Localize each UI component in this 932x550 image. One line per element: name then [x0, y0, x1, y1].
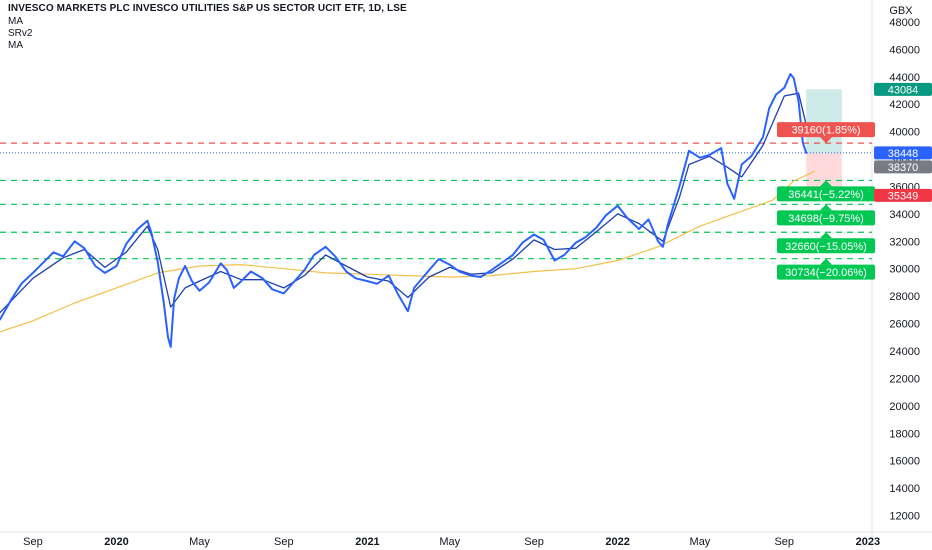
target-zone — [806, 89, 842, 153]
x-tick-label: 2021 — [355, 536, 379, 548]
y-tick-label: 32000 — [889, 236, 920, 248]
ma-short-line — [0, 92, 807, 314]
y-tick-label: 44000 — [889, 72, 920, 84]
price-tag-text: 38370 — [888, 162, 919, 174]
label-arrow-down — [820, 137, 832, 144]
x-tick-label: 2020 — [104, 536, 128, 548]
level-label: 32660(−15.05%) — [777, 232, 875, 254]
ma-long-line — [0, 170, 815, 333]
y-tick-label: 14000 — [889, 483, 920, 495]
price-tag-text: 43084 — [888, 84, 919, 96]
price-tag-text: 35349 — [888, 190, 919, 202]
level-label-text: 34698(−9.75%) — [788, 213, 864, 225]
level-label: 36441(−5.22%) — [777, 180, 875, 202]
x-tick-label: 2023 — [856, 536, 880, 548]
level-label-box — [777, 264, 875, 280]
x-tick-label: May — [690, 536, 711, 548]
x-tick-label: May — [189, 536, 210, 548]
level-label-text: 39160(1.85%) — [791, 125, 860, 137]
level-label-text: 32660(−15.05%) — [785, 241, 867, 253]
y-tick-label: 42000 — [889, 99, 920, 111]
price-tag-box — [874, 188, 932, 202]
indicator-label-ma-1[interactable]: MA — [8, 16, 23, 27]
x-tick-label: Sep — [524, 536, 544, 548]
y-tick-label: 34000 — [889, 209, 920, 221]
price-line — [0, 73, 808, 348]
level-label: 39160(1.85%) — [777, 122, 875, 144]
y-tick-label: 48000 — [889, 17, 920, 29]
x-tick-label: May — [439, 536, 460, 548]
y-tick-label: 22000 — [889, 373, 920, 385]
price-tag-box — [874, 160, 932, 174]
price-tag-text: 38448 — [888, 148, 919, 160]
level-label-box — [777, 186, 875, 202]
x-tick-label: 2022 — [605, 536, 629, 548]
label-arrow-up — [820, 258, 832, 265]
x-tick-label: Sep — [774, 536, 794, 548]
y-tick-label: 12000 — [889, 511, 920, 523]
y-tick-label: 24000 — [889, 346, 920, 358]
y-tick-label: 20000 — [889, 401, 920, 413]
price-tag-box — [874, 82, 932, 96]
currency-label: GBX — [889, 5, 913, 17]
y-tick-label: 28000 — [889, 291, 920, 303]
price-tag: 38370 — [874, 160, 932, 174]
y-tick-label: 16000 — [889, 456, 920, 468]
chart-title: INVESCO MARKETS PLC INVESCO UTILITIES S&… — [8, 3, 407, 14]
level-label-box — [777, 210, 875, 226]
x-tick-label: Sep — [274, 536, 294, 548]
level-label-box — [777, 238, 875, 254]
y-tick-label: 40000 — [889, 127, 920, 139]
label-arrow-up — [820, 180, 832, 187]
level-label-text: 30734(−20.06%) — [785, 267, 867, 279]
indicator-label-srv2[interactable]: SRv2 — [8, 28, 33, 39]
level-label-text: 36441(−5.22%) — [788, 189, 864, 201]
x-tick-label: Sep — [23, 536, 43, 548]
label-arrow-up — [820, 232, 832, 239]
price-tag-box — [874, 146, 932, 160]
price-tag: 35349 — [874, 188, 932, 202]
price-tag: 38448 — [874, 146, 932, 160]
level-label: 34698(−9.75%) — [777, 204, 875, 226]
y-tick-label: 18000 — [889, 428, 920, 440]
level-label-box — [777, 122, 875, 138]
label-arrow-up — [820, 204, 832, 211]
level-label: 30734(−20.06%) — [777, 258, 875, 280]
indicator-label-ma-2[interactable]: MA — [8, 40, 23, 51]
y-tick-label: 30000 — [889, 264, 920, 276]
price-tag: 43084 — [874, 82, 932, 96]
y-tick-label: 46000 — [889, 44, 920, 56]
y-tick-label: 26000 — [889, 319, 920, 331]
